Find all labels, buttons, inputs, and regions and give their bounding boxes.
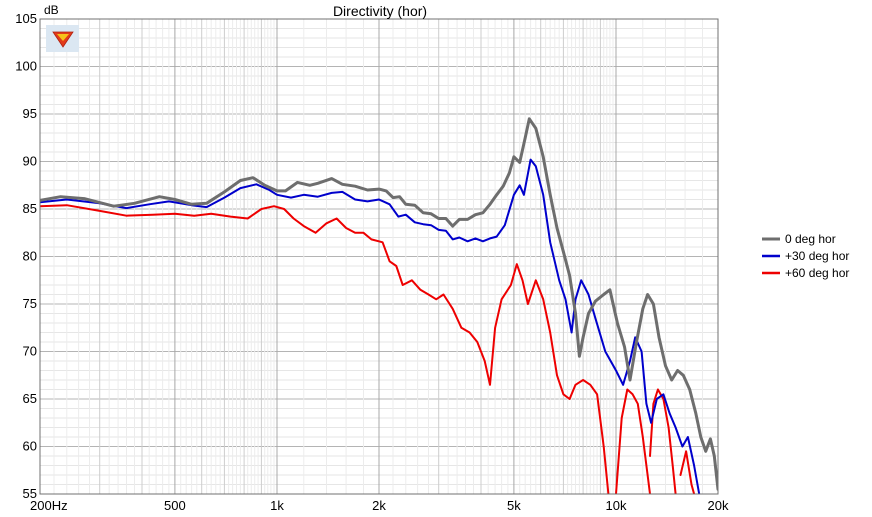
series-line bbox=[649, 388, 677, 494]
y-tick-label: 60 bbox=[23, 439, 37, 454]
series-line bbox=[40, 117, 718, 491]
x-tick-label: 1k bbox=[270, 498, 284, 512]
y-tick-label: 90 bbox=[23, 154, 37, 169]
series-line bbox=[679, 450, 696, 494]
legend: 0 deg hor +30 deg hor +60 deg hor bbox=[762, 232, 849, 280]
x-tick-label: 200Hz bbox=[30, 498, 68, 512]
legend-label: 0 deg hor bbox=[785, 232, 836, 246]
series-line bbox=[615, 388, 651, 494]
x-tick-label: 10k bbox=[606, 498, 627, 512]
y-tick-label: 95 bbox=[23, 106, 37, 121]
legend-label: +60 deg hor bbox=[785, 266, 849, 280]
y-tick-label: 75 bbox=[23, 296, 37, 311]
series-line bbox=[40, 204, 610, 494]
legend-label: +30 deg hor bbox=[785, 249, 849, 263]
y-tick-label: 55 bbox=[23, 486, 37, 501]
y-tick-label: 85 bbox=[23, 201, 37, 216]
series-lines bbox=[40, 117, 718, 494]
x-tick-label: 20k bbox=[708, 498, 729, 512]
plot-frame bbox=[39, 18, 719, 495]
x-tick-labels: 200Hz 500 1k 2k 5k 10k 20k bbox=[30, 498, 729, 513]
x-tick-label: 2k bbox=[372, 498, 386, 512]
y-tick-label: 65 bbox=[23, 391, 37, 406]
y-tick-label: 70 bbox=[23, 344, 37, 359]
y-tick-label: 80 bbox=[23, 249, 37, 264]
grid bbox=[39, 18, 719, 495]
series-line bbox=[40, 158, 701, 494]
chart-title: Directivity (hor) bbox=[333, 3, 427, 19]
y-tick-labels: 55 60 65 70 75 80 85 90 95 100 105 bbox=[15, 11, 37, 501]
x-tick-label: 5k bbox=[507, 498, 521, 512]
brand-logo-icon bbox=[46, 25, 79, 52]
x-tick-label: 500 bbox=[164, 498, 186, 512]
y-axis-label: dB bbox=[44, 3, 59, 17]
y-tick-label: 100 bbox=[15, 59, 37, 74]
y-tick-label: 105 bbox=[15, 11, 37, 26]
